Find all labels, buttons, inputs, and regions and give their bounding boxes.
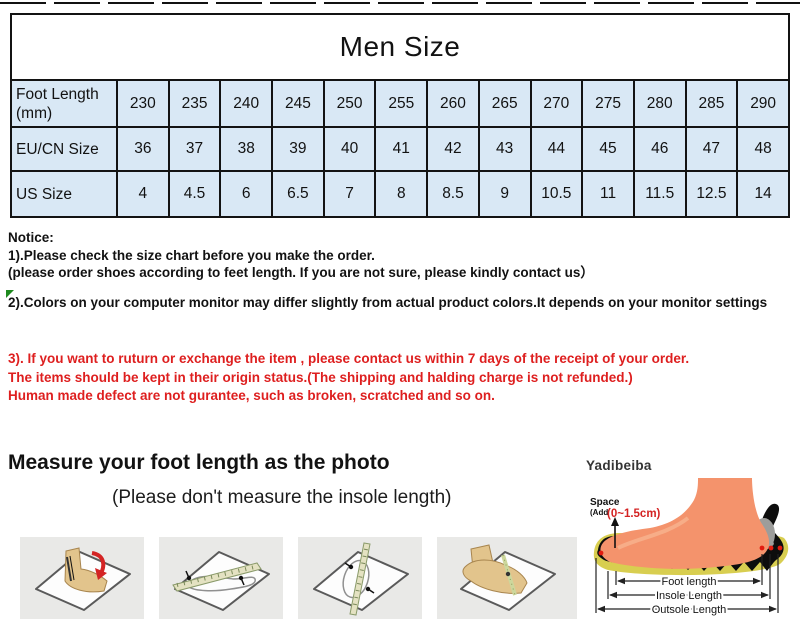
notice-line-1: 1).Please check the size chart before yo… xyxy=(8,247,375,263)
table-row: US Size 4 4.5 6 6.5 7 8 8.5 9 10.5 11 11.5 12.5 14 xyxy=(10,170,790,218)
table-row: EU/CN Size 36 37 38 39 40 41 42 43 44 45 46 47 48 xyxy=(10,126,790,172)
size-cell: 7 xyxy=(322,170,377,218)
red-line-1: 3). If you want to ruturn or exchange th… xyxy=(8,351,690,366)
size-cell: 45 xyxy=(581,126,635,172)
size-cell: 6 xyxy=(219,170,274,218)
size-cell: 260 xyxy=(426,79,480,128)
size-cell: 40 xyxy=(322,126,377,172)
foot-shape xyxy=(600,478,770,569)
red-line-3: Human made defect are not gurantee, such… xyxy=(8,388,495,403)
size-cell: 285 xyxy=(684,79,739,128)
table-row: Foot Length (mm) 230 235 240 245 250 255 260 265… xyxy=(10,79,790,128)
men-size-table: Men Size Foot Length (mm) 230 235 240 245 250… xyxy=(10,13,790,218)
step-3-illustration xyxy=(313,542,409,616)
size-cell: 41 xyxy=(374,126,429,172)
size-cell: 38 xyxy=(219,126,274,172)
dimension-arrowheads xyxy=(597,577,777,613)
size-cell: 4 xyxy=(116,170,170,218)
measure-step-4 xyxy=(437,537,577,619)
notice-block: Notice: 1).Please check the size chart b… xyxy=(6,229,794,312)
brand-name: Yadibeiba xyxy=(586,458,652,473)
toe-dot xyxy=(598,550,604,556)
row-label: EU/CN Size xyxy=(10,126,118,172)
notice-line-2: (please order shoes according to feet le… xyxy=(8,265,594,280)
red-line-2: The items should be kept in their origin… xyxy=(8,369,633,385)
step-4-illustration xyxy=(460,544,556,611)
return-policy-block: 3). If you want to ruturn or exchange th… xyxy=(8,350,794,406)
green-corner-mark-icon xyxy=(6,289,14,298)
size-cell: 43 xyxy=(477,126,532,172)
size-cell: 11 xyxy=(581,170,635,218)
heel-dot-3 xyxy=(777,545,783,551)
size-cell: 280 xyxy=(632,79,687,128)
step-1-illustration xyxy=(35,547,131,611)
size-cell: 265 xyxy=(477,79,532,128)
space-arrowhead-icon xyxy=(611,517,619,526)
heel-dot-1 xyxy=(759,545,765,551)
row-label: Foot Length (mm) xyxy=(10,79,118,128)
insole-length-label: Insole Length xyxy=(656,590,722,602)
measure-step-1 xyxy=(20,537,144,619)
size-cell: 240 xyxy=(219,79,274,128)
size-cell: 12.5 xyxy=(684,170,739,218)
size-cell: 46 xyxy=(632,126,687,172)
measure-heading: Measure your foot length as the photo xyxy=(8,451,390,474)
size-cell: 9 xyxy=(477,170,532,218)
measure-step-2 xyxy=(159,537,283,619)
foot-measure-diagram: Space (Add (0~1.5cm) Foot length Insole … xyxy=(590,478,789,618)
size-cell: 6.5 xyxy=(271,170,325,218)
size-cell: 290 xyxy=(736,79,790,128)
row-label: US Size xyxy=(10,170,118,218)
table-title-row: Men Size xyxy=(10,13,790,81)
add-value: (0~1.5cm) xyxy=(607,508,661,520)
step-2-illustration xyxy=(172,551,270,611)
foot-length-label: Foot length xyxy=(661,576,716,588)
space-label: Space xyxy=(590,497,620,508)
add-label: (Add xyxy=(590,508,608,517)
size-cell: 255 xyxy=(374,79,429,128)
foot-highlight xyxy=(617,516,690,550)
top-edge-dashes xyxy=(0,2,800,4)
heel-dot-2 xyxy=(768,545,774,551)
size-table-body: Men Size Foot Length (mm) 230 235 240 245 250… xyxy=(10,13,790,218)
size-cell: 8 xyxy=(374,170,429,218)
table-title: Men Size xyxy=(10,13,790,81)
measure-step-3 xyxy=(298,537,422,619)
size-cell: 10.5 xyxy=(529,170,584,218)
size-cell: 47 xyxy=(684,126,739,172)
outsole-length-label: Outsole Length xyxy=(652,604,727,616)
notice-line-3: 2).Colors on your computer monitor may d… xyxy=(6,289,794,312)
size-cell: 245 xyxy=(271,79,325,128)
size-cell: 275 xyxy=(581,79,635,128)
size-cell: 48 xyxy=(736,126,790,172)
size-cell: 39 xyxy=(271,126,325,172)
size-cell: 36 xyxy=(116,126,170,172)
size-cell: 235 xyxy=(167,79,222,128)
measure-subheading: (Please don't measure the insole length) xyxy=(112,487,452,508)
size-cell: 4.5 xyxy=(167,170,222,218)
size-cell: 250 xyxy=(322,79,377,128)
size-cell: 44 xyxy=(529,126,584,172)
notice-title: Notice: xyxy=(8,230,54,245)
dimension-extension-lines xyxy=(595,554,779,613)
size-cell: 8.5 xyxy=(426,170,480,218)
size-cell: 14 xyxy=(736,170,790,218)
size-cell: 42 xyxy=(426,126,480,172)
size-cell: 11.5 xyxy=(632,170,687,218)
size-cell: 37 xyxy=(167,126,222,172)
size-cell: 270 xyxy=(529,79,584,128)
size-cell: 230 xyxy=(116,79,170,128)
